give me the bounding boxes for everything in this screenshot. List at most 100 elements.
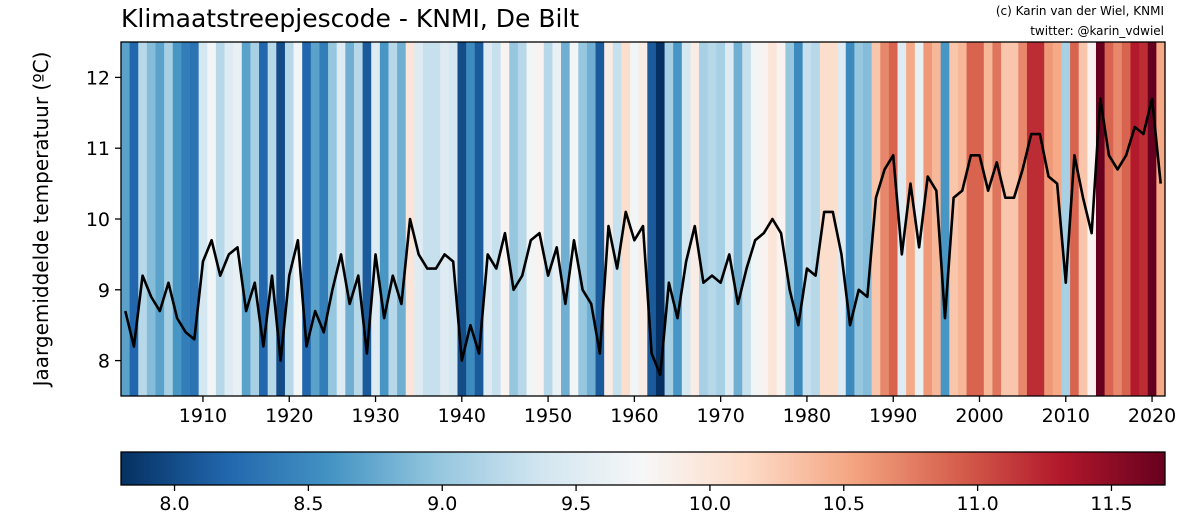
x-tick-label-1910: 1910 <box>179 405 227 427</box>
stripe-2014 <box>1095 42 1106 396</box>
stripe-1967 <box>690 42 700 396</box>
stripe-1941 <box>466 42 476 396</box>
stripe-1928 <box>353 42 364 396</box>
stripe-1920 <box>284 42 295 396</box>
stripe-1935 <box>414 42 424 396</box>
stripe-1978 <box>785 42 795 396</box>
temperature-line <box>124 97 1162 377</box>
y-tick-label-9: 9 <box>98 280 110 302</box>
stripe-1927 <box>345 42 355 396</box>
stripe-1962 <box>647 42 657 396</box>
stripe-2008 <box>1044 42 1054 396</box>
stripe-1952 <box>561 42 571 396</box>
stripe-1913 <box>224 42 234 396</box>
stripe-1915 <box>241 42 252 396</box>
stripe-1908 <box>181 42 191 396</box>
stripe-1969 <box>707 42 717 396</box>
stripe-1922 <box>302 42 312 396</box>
stripe-1960 <box>630 42 640 396</box>
stripe-2016 <box>1113 42 1123 396</box>
stripe-1992 <box>906 42 916 396</box>
colorbar-tick-label-0: 8.0 <box>159 493 189 514</box>
stripe-1977 <box>776 42 786 396</box>
credit-twitter: twitter: @karin_vdwiel <box>1030 24 1164 38</box>
stripe-1955 <box>586 42 597 396</box>
y-tick-label-11: 11 <box>86 138 110 160</box>
stripe-1953 <box>569 42 579 396</box>
stripe-1956 <box>595 42 605 396</box>
x-tick-label-1980: 1980 <box>783 405 831 427</box>
stripe-1937 <box>431 42 441 396</box>
credit-author: (c) Karin van der Wiel, KNMI <box>996 4 1164 18</box>
stripe-1963 <box>655 42 666 396</box>
temperature-line-layer <box>124 97 1162 377</box>
stripe-1926 <box>336 42 346 396</box>
stripe-1996 <box>940 42 950 396</box>
x-tick-label-2020: 2020 <box>1128 405 1176 427</box>
stripe-2021 <box>1156 42 1166 396</box>
stripe-1974 <box>750 42 761 396</box>
stripe-1914 <box>233 42 243 396</box>
stripe-1911 <box>207 42 217 396</box>
stripe-1943 <box>483 42 493 396</box>
stripe-1994 <box>923 42 933 396</box>
stripe-1917 <box>259 42 269 396</box>
y-tick-label-10: 10 <box>86 209 110 231</box>
stripe-1925 <box>328 42 338 396</box>
stripe-2010 <box>1061 42 1071 396</box>
chart-title: Klimaatstreepjescode - KNMI, De Bilt <box>121 4 579 33</box>
x-tick-label-1950: 1950 <box>524 405 572 427</box>
stripe-1973 <box>742 42 752 396</box>
stripe-1924 <box>319 42 329 396</box>
stripe-1932 <box>388 42 398 396</box>
x-tick-label-1920: 1920 <box>265 405 313 427</box>
stripe-1942 <box>474 42 484 396</box>
stripe-1916 <box>250 42 260 396</box>
stripe-1933 <box>397 42 407 396</box>
stripe-1909 <box>190 42 200 396</box>
stripe-1966 <box>681 42 692 396</box>
stripe-1957 <box>604 42 614 396</box>
stripe-1980 <box>802 42 812 396</box>
stripe-1959 <box>621 42 631 396</box>
stripe-1958 <box>612 42 623 396</box>
stripe-1965 <box>673 42 683 396</box>
stripe-1923 <box>310 42 321 396</box>
x-axis: 1910 1920 1930 1940 1950 1960 1970 1980 1990 2000… <box>179 396 1176 427</box>
stripe-1997 <box>949 42 959 396</box>
stripe-1938 <box>440 42 450 396</box>
colorbar-axis: 8.0 8.5 9.0 9.5 10.0 10.5 11.0 11.5 <box>159 485 1133 514</box>
stripe-1989 <box>880 42 890 396</box>
stripe-1905 <box>155 42 165 396</box>
stripe-1921 <box>293 42 303 396</box>
stripe-1987 <box>863 42 873 396</box>
colorbar-tick-label-4: 10.0 <box>689 493 731 514</box>
stripe-2011 <box>1070 42 1080 396</box>
stripe-2005 <box>1018 42 1028 396</box>
stripe-1971 <box>724 42 735 396</box>
stripe-1970 <box>716 42 726 396</box>
stripe-1981 <box>811 42 821 396</box>
x-tick-label-1960: 1960 <box>610 405 658 427</box>
colorbar-tick-label-7: 11.5 <box>1090 493 1132 514</box>
stripe-1948 <box>526 42 536 396</box>
stripe-2018 <box>1130 42 1140 396</box>
stripe-2007 <box>1035 42 1045 396</box>
stripe-1951 <box>552 42 562 396</box>
y-tick-label-8: 8 <box>98 351 110 373</box>
stripe-1929 <box>362 42 372 396</box>
stripe-2002 <box>992 42 1002 396</box>
stripe-2019 <box>1139 42 1149 396</box>
stripe-1950 <box>543 42 554 396</box>
stripe-1918 <box>267 42 277 396</box>
stripe-1954 <box>578 42 588 396</box>
stripe-1985 <box>845 42 855 396</box>
stripe-1961 <box>638 42 648 396</box>
stripe-1902 <box>129 42 139 396</box>
x-tick-label-1990: 1990 <box>869 405 917 427</box>
stripe-2004 <box>1009 42 1019 396</box>
stripe-1979 <box>793 42 804 396</box>
stripe-1991 <box>897 42 907 396</box>
stripe-2003 <box>1001 42 1011 396</box>
